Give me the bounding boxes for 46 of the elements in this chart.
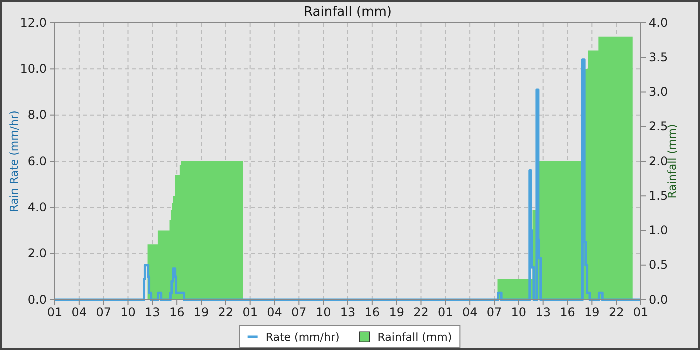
x-tick-label: 04 [462, 306, 478, 320]
y2-tick-label: 1.0 [649, 224, 668, 238]
x-tick-label: 01 [47, 306, 63, 320]
y-tick-label: 8.0 [28, 108, 47, 122]
y-tick-label: 10.0 [20, 62, 47, 76]
y2-tick-label: 0.5 [649, 258, 668, 272]
y-tick-label: 12.0 [20, 16, 47, 30]
legend-label: Rainfall (mm) [378, 331, 452, 344]
y2-tick-label: 4.0 [649, 16, 668, 30]
y2-tick-label: 1.5 [649, 188, 668, 203]
x-tick-label: 04 [72, 306, 88, 320]
x-tick-label: 22 [218, 306, 234, 320]
y-tick-label: 0.0 [28, 292, 47, 307]
legend-label: Rate (mm/hr) [266, 331, 340, 344]
x-tick-label: 19 [194, 306, 210, 320]
y-tick-label: 2.0 [28, 246, 47, 261]
x-tick-label: 10 [316, 306, 332, 320]
x-tick-label: 19 [389, 306, 404, 320]
chart-title: Rainfall (mm) [304, 5, 392, 20]
y2-tick-label: 3.5 [649, 50, 668, 64]
x-tick-label: 07 [96, 306, 112, 320]
x-tick-label: 01 [438, 306, 454, 320]
x-tick-label: 13 [145, 306, 160, 320]
y2-axis-title: Rainfall (mm) [666, 124, 679, 199]
x-tick-label: 01 [242, 306, 258, 320]
x-tick-label: 04 [267, 306, 282, 320]
x-tick-label: 16 [169, 306, 185, 320]
y-tick-label: 6.0 [28, 154, 47, 168]
x-tick-label: 22 [608, 306, 624, 320]
x-tick-label: 13 [340, 306, 356, 320]
x-tick-label: 10 [120, 306, 136, 320]
x-tick-label: 19 [584, 306, 600, 320]
x-tick-label: 16 [560, 306, 576, 320]
x-tick-label: 13 [536, 306, 551, 320]
y-axis-title: Rain Rate (mm/hr) [8, 110, 21, 212]
y2-tick-label: 2.5 [649, 120, 668, 134]
x-tick-label: 07 [292, 306, 307, 320]
y2-tick-label: 0.0 [649, 292, 668, 307]
x-tick-label: 22 [414, 306, 429, 320]
x-tick-label: 01 [633, 306, 649, 320]
x-tick-label: 10 [511, 306, 527, 320]
x-tick-label: 16 [364, 306, 380, 320]
x-tick-label: 07 [486, 306, 502, 320]
y-tick-label: 4.0 [28, 200, 47, 215]
y2-tick-label: 3.0 [649, 85, 668, 100]
y2-tick-label: 2.0 [649, 154, 668, 168]
